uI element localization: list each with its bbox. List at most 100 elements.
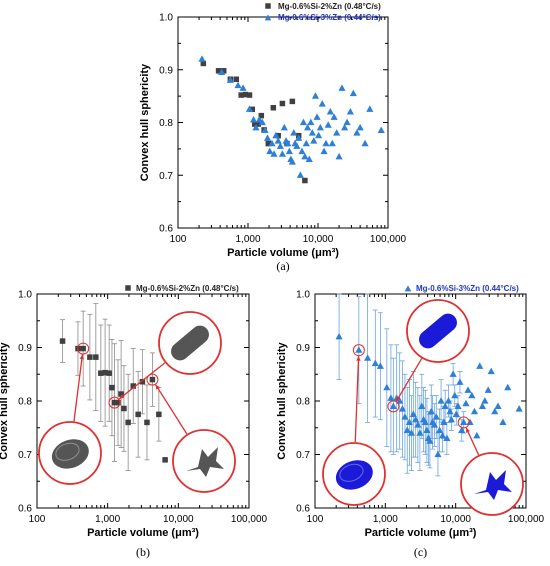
data-point-triangle bbox=[328, 139, 336, 147]
legend-label: Mg-0.6%Si-2%Zn (0.48°C/s) bbox=[278, 2, 381, 11]
data-point-triangle bbox=[376, 362, 384, 369]
x-axis-label: Particle volume (μm³) bbox=[87, 527, 199, 539]
data-point-square bbox=[87, 354, 93, 360]
data-point-triangle bbox=[298, 147, 306, 155]
y-tick-label: 0.9 bbox=[296, 343, 310, 354]
data-point-triangle bbox=[299, 118, 308, 126]
highlight-arrowhead bbox=[466, 427, 471, 433]
data-point-square bbox=[249, 106, 255, 113]
y-tick-label: 0.7 bbox=[296, 450, 310, 461]
data-point-triangle bbox=[313, 113, 321, 120]
data-point-triangle bbox=[226, 76, 234, 83]
y-tick-label: 0.8 bbox=[296, 397, 310, 408]
particle-blob-icon bbox=[335, 460, 373, 490]
highlight-ring bbox=[352, 344, 365, 357]
data-point-square bbox=[111, 399, 118, 406]
data-point-triangle bbox=[437, 397, 445, 404]
particle-rod-icon bbox=[171, 325, 209, 361]
data-point-triangle bbox=[423, 426, 431, 434]
data-point-triangle bbox=[341, 123, 349, 131]
data-point-square bbox=[59, 338, 66, 344]
highlight-arrow bbox=[73, 354, 84, 422]
data-point-triangle bbox=[278, 150, 286, 157]
data-point-triangle bbox=[346, 108, 354, 115]
legend-label: Mg-0.6%Si-3%Zn (0.44°C/s) bbox=[416, 284, 519, 293]
x-tick-label: 100,000 bbox=[370, 234, 407, 245]
particle-body bbox=[186, 447, 224, 477]
data-point-triangle bbox=[315, 131, 323, 139]
data-point-square bbox=[93, 354, 99, 360]
x-axis-label: Particle volume (μm³) bbox=[365, 527, 477, 539]
data-point-square bbox=[220, 68, 227, 74]
data-point-square bbox=[302, 177, 308, 184]
data-point-square bbox=[270, 104, 277, 111]
particle-body bbox=[171, 325, 209, 361]
data-point-square bbox=[125, 419, 131, 426]
data-point-triangle bbox=[261, 126, 269, 134]
data-point-square bbox=[156, 411, 162, 418]
data-point-triangle bbox=[443, 434, 451, 442]
highlight-arrowhead bbox=[155, 384, 160, 390]
highlight-ring bbox=[77, 342, 90, 355]
data-point-triangle bbox=[435, 426, 444, 434]
data-point-triangle bbox=[353, 129, 361, 136]
data-point-square bbox=[255, 121, 261, 127]
data-point-triangle bbox=[494, 402, 502, 409]
data-point-triangle bbox=[274, 137, 282, 144]
data-point-triangle bbox=[389, 402, 397, 409]
data-point-triangle bbox=[338, 84, 346, 91]
data-point-triangle bbox=[284, 139, 292, 147]
data-point-triangle bbox=[456, 378, 464, 385]
data-point-triangle bbox=[438, 431, 447, 439]
chart-panel-3: 100 1,000 10,000 100,000 0.6 0.7 0.8 0.9 1.0 Part… bbox=[276, 284, 545, 559]
highlight-arrow bbox=[118, 362, 166, 400]
y-tick-label: 0.9 bbox=[18, 343, 32, 354]
x-tick-label: 1,000 bbox=[95, 514, 120, 525]
y-tick-label: 0.6 bbox=[18, 504, 32, 515]
data-point-square bbox=[252, 121, 258, 127]
data-point-triangle bbox=[416, 429, 424, 436]
data-point-triangle bbox=[305, 155, 313, 163]
data-point-triangle bbox=[434, 450, 442, 458]
data-point-triangle bbox=[322, 139, 330, 147]
data-point-triangle bbox=[343, 118, 351, 126]
data-point-triangle bbox=[481, 397, 489, 404]
highlight-arrowhead bbox=[356, 356, 361, 361]
data-point-triangle bbox=[304, 123, 312, 131]
data-point-triangle bbox=[295, 134, 303, 141]
data-point-triangle bbox=[234, 81, 242, 89]
particle-branch-icon bbox=[186, 447, 224, 477]
data-point-triangle bbox=[440, 418, 448, 425]
data-point-triangle bbox=[478, 402, 486, 409]
data-point-triangle bbox=[318, 100, 326, 107]
data-point-triangle bbox=[383, 383, 391, 391]
x-tick-label: 1,000 bbox=[373, 514, 398, 525]
data-point-triangle bbox=[285, 147, 293, 155]
data-point-square bbox=[139, 378, 146, 385]
data-point-triangle bbox=[270, 150, 278, 157]
data-point-triangle bbox=[398, 405, 407, 412]
particle-rod-icon bbox=[419, 313, 457, 349]
data-point-triangle bbox=[403, 426, 411, 434]
data-point-triangle bbox=[470, 407, 479, 415]
data-point-triangle bbox=[407, 429, 416, 436]
data-point-triangle bbox=[290, 129, 298, 136]
data-point-triangle bbox=[330, 113, 338, 120]
legend-label: Mg-0.6%Si-3%Zn (0.44°C/s) bbox=[278, 13, 381, 22]
data-point-triangle bbox=[473, 431, 481, 439]
highlight-arrowhead bbox=[396, 396, 401, 402]
data-point-triangle bbox=[499, 418, 507, 425]
data-point-triangle bbox=[276, 142, 284, 149]
x-tick-label: 10,000 bbox=[440, 514, 471, 525]
data-point-triangle bbox=[464, 386, 472, 393]
data-point-triangle bbox=[239, 84, 247, 91]
data-point-triangle bbox=[218, 68, 226, 75]
y-tick-label: 1.0 bbox=[18, 290, 32, 301]
data-point-triangle bbox=[320, 147, 328, 155]
data-point-triangle bbox=[401, 413, 409, 420]
highlight-arrow bbox=[395, 358, 423, 402]
data-point-triangle bbox=[307, 118, 315, 126]
panel-label: (b) bbox=[136, 545, 150, 559]
data-point-square bbox=[258, 112, 265, 119]
